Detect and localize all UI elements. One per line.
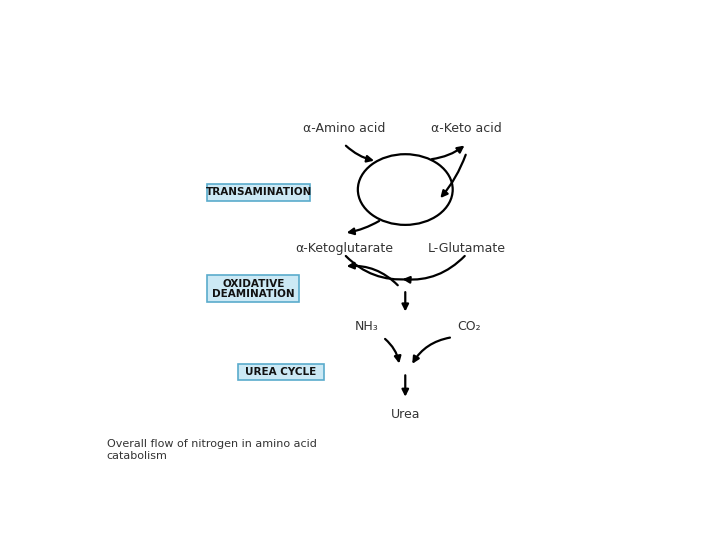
Text: NH₃: NH₃ [354, 320, 378, 333]
Text: CO₂: CO₂ [458, 320, 481, 333]
Text: Urea: Urea [390, 408, 420, 421]
FancyBboxPatch shape [207, 184, 310, 201]
FancyBboxPatch shape [238, 364, 324, 380]
Text: UREA CYCLE: UREA CYCLE [246, 367, 317, 377]
FancyBboxPatch shape [207, 275, 300, 302]
Text: α-Keto acid: α-Keto acid [431, 123, 502, 136]
Text: L-Glutamate: L-Glutamate [428, 241, 505, 254]
Text: α-Ketoglutarate: α-Ketoglutarate [295, 241, 393, 254]
Text: TRANSAMINATION: TRANSAMINATION [206, 187, 312, 198]
Text: Overall flow of nitrogen in amino acid: Overall flow of nitrogen in amino acid [107, 439, 317, 449]
Text: α-Amino acid: α-Amino acid [302, 123, 385, 136]
Text: OXIDATIVE: OXIDATIVE [222, 279, 284, 289]
Text: DEAMINATION: DEAMINATION [212, 289, 294, 299]
Text: catabolism: catabolism [107, 451, 168, 461]
